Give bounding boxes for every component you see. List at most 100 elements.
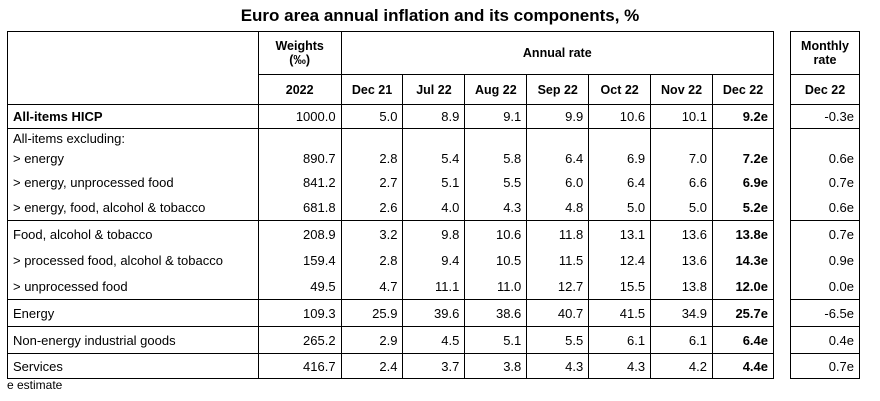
latest-rate-cell: 13.8e [712, 220, 774, 247]
period-header: Oct 22 [588, 74, 652, 105]
monthly-rate-cell: 0.0e [790, 273, 860, 300]
weight-cell [257, 128, 342, 146]
latest-rate-cell: 9.2e [712, 104, 774, 129]
rate-cell: 10.1 [650, 104, 713, 129]
rate-cell: 4.3 [464, 194, 528, 221]
table-row: All-items excluding: [7, 128, 774, 146]
period-header: Sep 22 [526, 74, 590, 105]
annual-rate-table: Weights (‰) Annual rate 2022 Dec 21 Jul … [7, 31, 775, 379]
rate-cell: 13.6 [650, 247, 713, 273]
row-label: > processed food, alcohol & tobacco [7, 247, 259, 273]
monthly-row: 0.6e [790, 146, 860, 170]
weights-header: Weights (‰) [257, 31, 342, 75]
row-label: Food, alcohol & tobacco [7, 220, 259, 247]
footnote: e estimate [7, 378, 63, 392]
monthly-row: 0.7e [790, 220, 860, 247]
monthly-rate-cell: 0.9e [790, 247, 860, 273]
monthly-rate-cell: 0.7e [790, 170, 860, 194]
rate-cell: 4.2 [650, 353, 713, 379]
monthly-row [790, 128, 860, 146]
rate-cell: 12.4 [588, 247, 652, 273]
rate-cell: 3.8 [464, 353, 528, 379]
rate-cell: 5.8 [464, 146, 528, 170]
rate-cell: 8.9 [402, 104, 466, 129]
rate-cell: 11.5 [526, 247, 590, 273]
rate-cell: 41.5 [588, 299, 652, 327]
monthly-row: 0.4e [790, 326, 860, 354]
monthly-rate-cell: -0.3e [790, 104, 860, 129]
rate-cell: 11.8 [526, 220, 590, 247]
row-label: Non-energy industrial goods [7, 326, 259, 354]
period-header: Dec 21 [340, 74, 404, 105]
row-label: > energy [7, 146, 259, 170]
rate-cell [340, 128, 404, 146]
rate-cell: 6.1 [650, 326, 713, 354]
rate-cell [526, 128, 590, 146]
row-label: Energy [7, 299, 259, 327]
rate-cell: 5.0 [588, 194, 652, 221]
rate-cell: 5.5 [526, 326, 590, 354]
rate-cell [650, 128, 713, 146]
table-row: Food, alcohol & tobacco 208.9 3.2 9.8 10.6 11… [7, 220, 774, 247]
rate-cell: 5.4 [402, 146, 466, 170]
weights-header-line1: Weights [275, 39, 324, 53]
latest-rate-cell: 4.4e [712, 353, 774, 379]
rate-cell: 12.7 [526, 273, 590, 300]
latest-rate-cell: 6.9e [712, 170, 774, 194]
latest-rate-cell: 12.0e [712, 273, 774, 300]
row-label: > unprocessed food [7, 273, 259, 300]
rate-cell: 2.8 [340, 247, 404, 273]
rate-cell: 6.0 [526, 170, 590, 194]
rate-cell: 4.5 [402, 326, 466, 354]
rate-cell: 38.6 [464, 299, 528, 327]
year-header: 2022 [257, 74, 342, 105]
rate-cell: 10.6 [464, 220, 528, 247]
latest-rate-cell: 14.3e [712, 247, 774, 273]
weight-cell: 159.4 [257, 247, 342, 273]
rate-cell: 4.3 [526, 353, 590, 379]
monthly-row: 0.7e [790, 353, 860, 379]
monthly-row: 0.0e [790, 273, 860, 300]
weight-cell: 1000.0 [257, 104, 342, 129]
table-row: Energy 109.3 25.9 39.6 38.6 40.7 41.5 34.9 25.7e [7, 299, 774, 327]
monthly-row: -6.5e [790, 299, 860, 327]
rate-cell: 2.9 [340, 326, 404, 354]
rate-cell: 13.6 [650, 220, 713, 247]
rate-cell [588, 128, 652, 146]
table-row: > processed food, alcohol & tobacco 159.4… [7, 247, 774, 273]
row-label: > energy, unprocessed food [7, 170, 259, 194]
weights-header-line2: (‰) [289, 53, 311, 67]
rate-cell: 6.4 [526, 146, 590, 170]
weight-cell: 49.5 [257, 273, 342, 300]
rate-cell: 4.8 [526, 194, 590, 221]
rate-cell: 10.6 [588, 104, 652, 129]
rate-cell: 39.6 [402, 299, 466, 327]
weight-cell: 265.2 [257, 326, 342, 354]
weight-cell: 841.2 [257, 170, 342, 194]
table-row: > energy, unprocessed food 841.2 2.7 5.1 5.5… [7, 170, 774, 194]
monthly-rate-cell: 0.6e [790, 146, 860, 170]
latest-rate-cell: 7.2e [712, 146, 774, 170]
monthly-row: 0.6e [790, 194, 860, 221]
rate-cell: 9.8 [402, 220, 466, 247]
table-row: > unprocessed food 49.5 4.7 11.1 11.0 12.7 15.… [7, 273, 774, 300]
row-label: Services [7, 353, 259, 379]
row-label: All-items HICP [7, 104, 259, 129]
monthly-header-line1: Monthly [801, 39, 849, 53]
rate-cell: 6.4 [588, 170, 652, 194]
monthly-row: 0.7e [790, 170, 860, 194]
latest-rate-cell: 5.2e [712, 194, 774, 221]
weight-cell: 208.9 [257, 220, 342, 247]
annual-rate-header: Annual rate [340, 31, 775, 75]
rate-cell: 5.1 [464, 326, 528, 354]
table-row: Services 416.7 2.4 3.7 3.8 4.3 4.3 4.2 4.4e [7, 353, 774, 379]
rate-cell: 2.6 [340, 194, 404, 221]
rate-cell: 5.0 [650, 194, 713, 221]
rate-cell: 2.8 [340, 146, 404, 170]
rate-cell: 5.5 [464, 170, 528, 194]
rate-cell: 9.1 [464, 104, 528, 129]
table-row: All-items HICP 1000.0 5.0 8.9 9.1 9.9 10.6 10.1… [7, 104, 774, 129]
monthly-rate-cell: -6.5e [790, 299, 860, 327]
period-header: Dec 22 [712, 74, 774, 105]
rate-cell: 25.9 [340, 299, 404, 327]
